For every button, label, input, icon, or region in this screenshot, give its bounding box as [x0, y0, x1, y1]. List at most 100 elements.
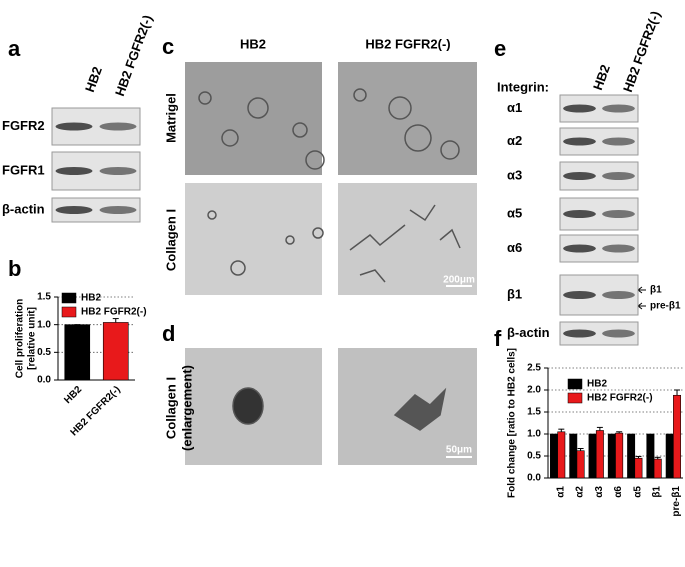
band: [55, 206, 93, 214]
y-axis-label: Cell proliferation: [15, 299, 26, 378]
bar: [64, 324, 91, 381]
blot: [559, 321, 639, 346]
band: [602, 137, 635, 146]
image: [185, 183, 322, 295]
band: [563, 172, 596, 180]
panel-label: f: [494, 326, 502, 351]
band: [602, 172, 635, 180]
x-tick-label: pre-β1: [671, 486, 682, 517]
x-tick-label: HB2: [62, 384, 84, 406]
bar: [576, 450, 585, 479]
y-tick-label: 1.5: [527, 407, 541, 418]
row-label: α2: [507, 133, 522, 148]
x-tick-label: α6: [613, 486, 624, 498]
legend-swatch: [61, 306, 77, 318]
band: [602, 329, 635, 338]
row-label: FGFR1: [2, 162, 45, 177]
x-tick-label: α1: [555, 486, 566, 498]
band: [563, 329, 596, 338]
legend-swatch: [61, 292, 77, 304]
row-label: Collagen I: [163, 209, 178, 271]
row-label: Collagen I: [163, 377, 178, 439]
legend-label: HB2 FGFR2(-): [587, 393, 653, 404]
arrow-label: β1: [650, 285, 662, 296]
band: [602, 104, 635, 113]
row-label: β-actin: [507, 325, 550, 340]
legend-label: HB2: [81, 293, 101, 304]
bar: [550, 433, 558, 479]
bar: [557, 431, 566, 479]
header: Integrin:: [497, 79, 549, 94]
panel-label: c: [162, 34, 174, 59]
x-tick-label: α2: [575, 486, 586, 498]
bar: [588, 433, 597, 479]
y-tick-label: 1.0: [527, 429, 541, 440]
bar: [102, 322, 129, 381]
image: [338, 62, 477, 175]
bar: [665, 433, 674, 479]
column-header: HB2 FGFR2(-): [620, 9, 663, 94]
band: [602, 210, 635, 218]
y-tick-label: 0.5: [527, 451, 541, 462]
legend-swatch: [567, 378, 583, 390]
scale-bar-label: 200μm: [443, 275, 475, 286]
column-header: HB2: [82, 65, 105, 95]
row-label: Matrigel: [163, 93, 178, 143]
y-tick-label: 0.5: [37, 347, 51, 358]
band: [99, 206, 137, 214]
band: [602, 291, 635, 299]
x-tick-label: β1: [652, 486, 663, 498]
panel-label: d: [162, 321, 175, 346]
band: [55, 167, 93, 175]
column-header: HB2: [590, 63, 613, 93]
column-header: HB2: [240, 36, 266, 51]
micrographs: [185, 62, 477, 465]
x-tick-label: α5: [632, 486, 643, 498]
band: [55, 122, 93, 131]
bar: [673, 394, 681, 479]
y-tick-label: 1.0: [37, 319, 51, 330]
bar: [607, 433, 616, 479]
column-header: HB2 FGFR2(-): [112, 13, 155, 98]
row-label: α5: [507, 205, 522, 220]
row-label: β1: [507, 286, 522, 301]
arrow: [637, 286, 646, 310]
band: [563, 244, 596, 253]
bar: [646, 433, 655, 479]
y-tick-label: 2.0: [527, 385, 541, 396]
bar: [615, 432, 624, 479]
y-tick-label: 1.5: [37, 292, 51, 303]
bar: [595, 430, 604, 479]
bar: [569, 433, 578, 479]
row-label: FGFR2: [2, 118, 45, 133]
band: [563, 104, 596, 113]
bar: [634, 457, 643, 479]
row-label: (enlargement): [179, 365, 194, 451]
y-tick-label: 2.5: [527, 363, 541, 374]
panel-label: e: [494, 36, 506, 61]
scale-bar-label: 50μm: [446, 445, 472, 456]
arrow-label: pre-β1: [650, 301, 681, 312]
row-label: α3: [507, 167, 522, 182]
image: [185, 62, 322, 175]
band: [563, 291, 596, 299]
row-label: β-actin: [2, 201, 45, 216]
y-tick-label: 0.0: [37, 375, 51, 386]
row-label: α6: [507, 240, 522, 255]
legend-swatch: [567, 392, 583, 404]
band: [563, 210, 596, 218]
band: [602, 244, 635, 253]
bar: [653, 458, 662, 479]
band: [99, 122, 137, 131]
band: [99, 167, 137, 175]
panel-label: a: [8, 36, 21, 61]
y-axis-label: [relative unit]: [27, 307, 38, 370]
y-axis-label: Fold change [ratio to HB2 cells]: [507, 348, 518, 498]
legend-label: HB2 FGFR2(-): [81, 307, 147, 318]
band: [563, 137, 596, 146]
x-tick-label: α3: [594, 486, 605, 498]
legend-label: HB2: [587, 379, 607, 390]
row-label: α1: [507, 100, 522, 115]
column-header: HB2 FGFR2(-): [365, 36, 450, 51]
